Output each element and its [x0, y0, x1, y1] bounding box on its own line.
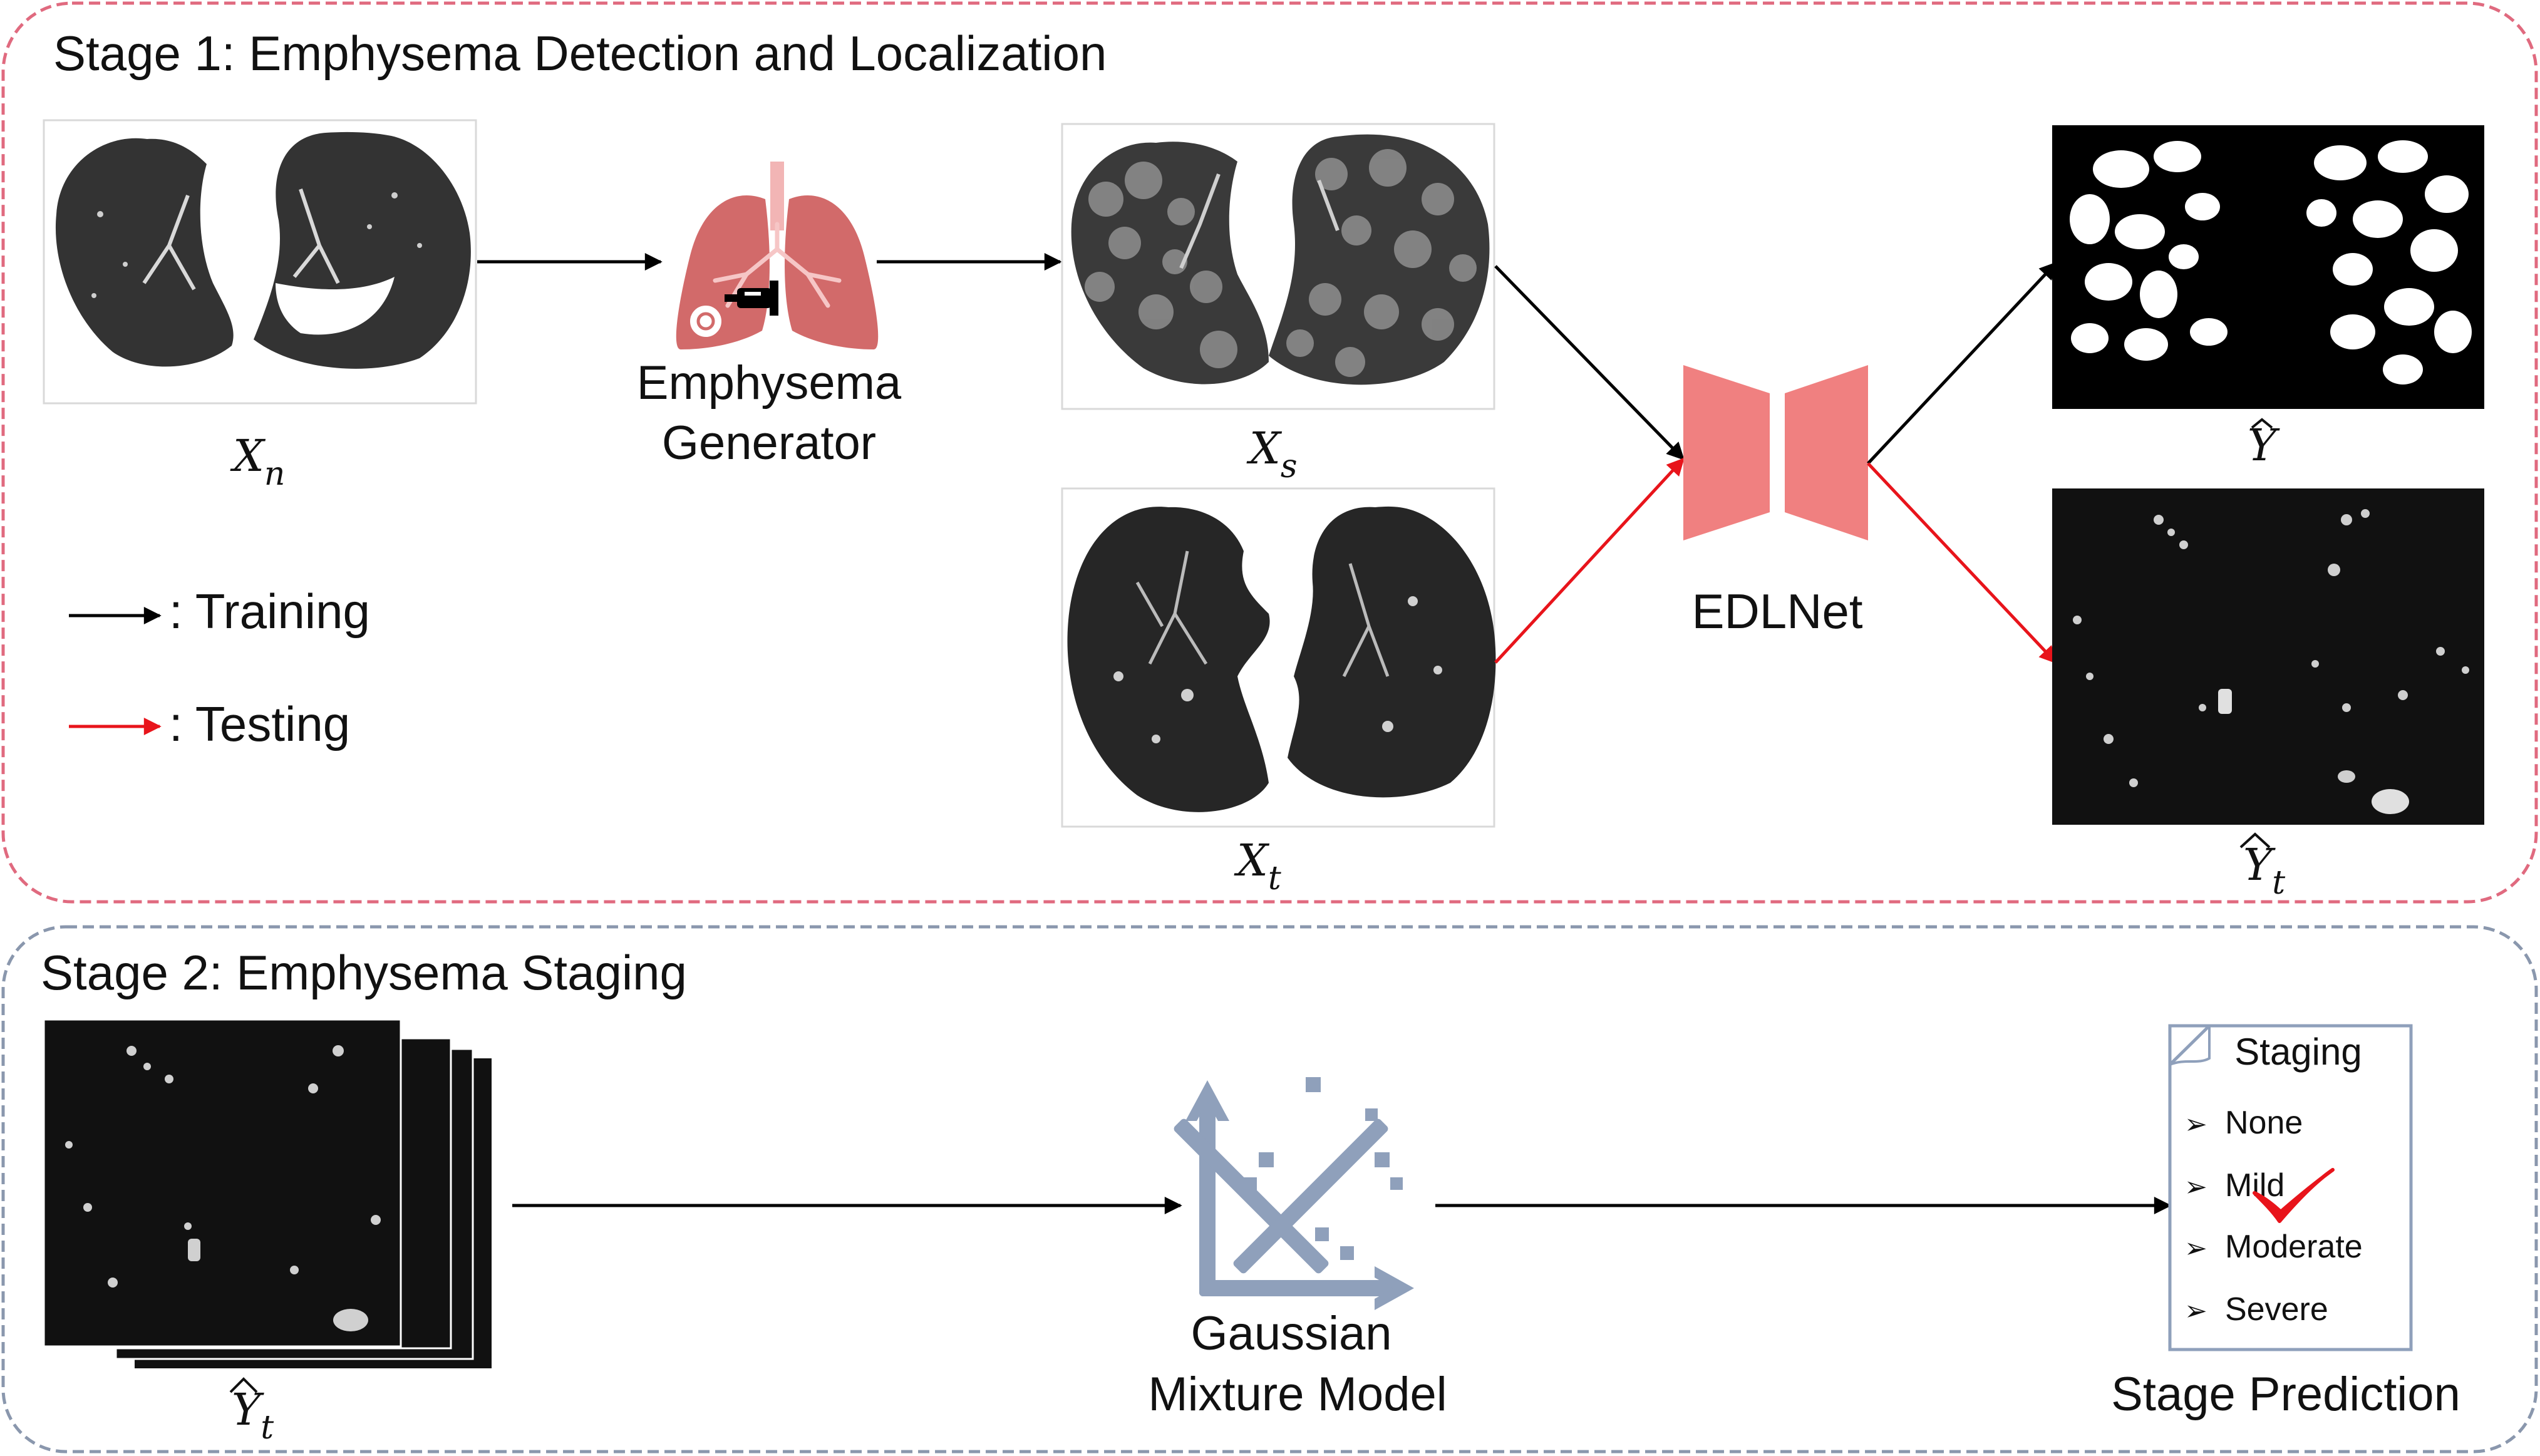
- yt-stack-hat: [229, 1377, 258, 1393]
- svg-text:➢: ➢: [2184, 1233, 2207, 1264]
- checkmark-icon: [2253, 1168, 2335, 1223]
- lungs-icon: [676, 162, 879, 349]
- xt-label: Xt: [1234, 835, 1281, 897]
- xs-label: Xs: [1246, 423, 1298, 485]
- generator-label-line1: Emphysema: [637, 356, 902, 410]
- staging-option-none: ➢ None: [2184, 1105, 2303, 1141]
- staging-option-label: None: [2225, 1105, 2303, 1141]
- svg-text:➢: ➢: [2184, 1296, 2207, 1326]
- yt-prediction-image: [2052, 488, 2484, 825]
- staging-option-mild: ➢ Mild: [2184, 1167, 2284, 1204]
- yhat-mask-image: [2052, 125, 2484, 409]
- yt-hat: [2239, 832, 2271, 849]
- stage2-title: Stage 2: Emphysema Staging: [41, 945, 687, 1000]
- arrow-xt-to-edlnet: [1494, 457, 1685, 664]
- staging-option-label: Moderate: [2225, 1229, 2363, 1265]
- staging-card: [2168, 1024, 2413, 1351]
- yt-label: Yt: [2243, 839, 2285, 902]
- yt-stack-images: [43, 1018, 492, 1368]
- gmm-label-line2: Mixture Model: [1148, 1368, 1447, 1421]
- xn-ct-image: [43, 119, 477, 405]
- xt-ct-image: [1061, 487, 1496, 828]
- generator-label-line2: Generator: [662, 416, 876, 470]
- arrow-edlnet-to-yt: [1867, 462, 2057, 664]
- scatter-plot-icon: [1174, 1077, 1414, 1310]
- gmm-label-line1: Gaussian: [1190, 1307, 1391, 1360]
- stage1-frame: [1, 1, 2538, 904]
- xs-ct-image: [1061, 123, 1495, 410]
- legend-testing-label: : Testing: [169, 696, 350, 751]
- staging-option-label: Severe: [2225, 1291, 2328, 1328]
- legend-training-label: : Training: [169, 584, 370, 639]
- yhat-hat: [2251, 418, 2273, 429]
- stage-prediction-caption: Stage Prediction: [2111, 1368, 2460, 1421]
- stage1-title: Stage 1: Emphysema Detection and Localiz…: [53, 26, 1107, 81]
- edlnet-block: [1683, 365, 1868, 540]
- arrow-xs-to-edlnet: [1494, 265, 1685, 461]
- stage2-frame: [1, 925, 2538, 1453]
- staging-option-severe: ➢ Severe: [2184, 1291, 2328, 1328]
- yt-stack-label: Yt: [232, 1384, 274, 1447]
- edlnet-label: EDLNet: [1691, 584, 1862, 639]
- staging-option-moderate: ➢ Moderate: [2184, 1229, 2363, 1265]
- svg-text:➢: ➢: [2184, 1109, 2207, 1140]
- xn-label: Xn: [230, 430, 285, 493]
- staging-option-label: Mild: [2225, 1167, 2284, 1204]
- svg-text:➢: ➢: [2184, 1172, 2207, 1202]
- staging-title: Staging: [2234, 1031, 2362, 1073]
- arrow-edlnet-to-yhat: [1867, 261, 2057, 465]
